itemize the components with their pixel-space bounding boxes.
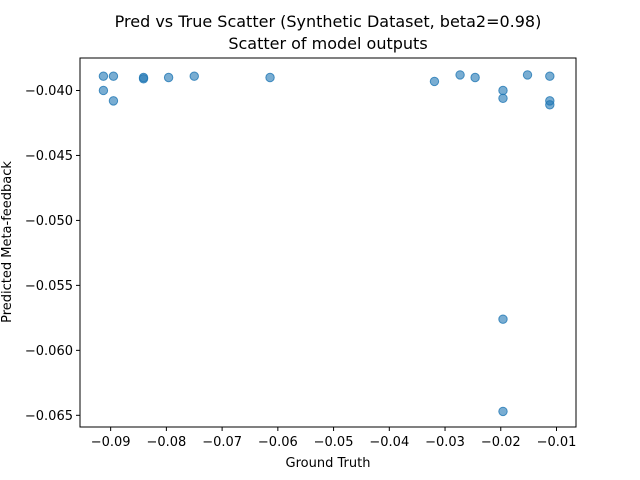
scatter-point-17	[545, 71, 555, 81]
x-tick-label: −0.07	[202, 435, 242, 450]
x-tick-label: −0.05	[314, 435, 354, 450]
scatter-point-11	[470, 72, 480, 83]
y-tick-label: −0.055	[25, 279, 73, 294]
scatter-point-13	[498, 93, 508, 103]
y-tick-label: −0.045	[25, 149, 73, 164]
chart-title: Pred vs True Scatter (Synthetic Dataset,…	[115, 12, 542, 31]
scatter-point-9	[429, 76, 440, 87]
scatter-point-0	[98, 71, 109, 81]
x-axis-ticks: −0.09 −0.08 −0.07 −0.06 −0.05 −0.04 −0.03 −0.02…	[91, 427, 577, 450]
x-tick-label: −0.03	[425, 435, 465, 450]
scatter-point-19	[545, 100, 555, 110]
scatter-point-1	[98, 85, 109, 96]
scatter-point-10	[455, 70, 465, 80]
x-tick-label: −0.06	[258, 435, 298, 450]
y-tick-label: −0.060	[25, 344, 73, 359]
y-axis-ticks: −0.040 −0.045 −0.050 −0.055 −0.060 −0.065	[25, 84, 80, 424]
y-tick-label: −0.065	[25, 409, 73, 424]
x-tick-label: −0.04	[369, 435, 409, 450]
x-tick-label: −0.02	[481, 435, 521, 450]
scatter-point-2	[108, 71, 119, 81]
y-tick-label: −0.040	[25, 84, 73, 99]
y-axis-label: Predicted Meta-feedback	[0, 161, 15, 323]
x-tick-label: −0.09	[91, 435, 131, 450]
scatter-point-6	[163, 72, 174, 83]
scatter-point-14	[498, 314, 508, 324]
scatter-point-15	[498, 406, 508, 417]
scatter-point-7	[189, 71, 199, 81]
x-tick-label: −0.01	[537, 435, 577, 450]
x-tick-label: −0.08	[146, 435, 186, 450]
scatter-point-12	[498, 85, 508, 96]
chart-subtitle: Scatter of model outputs	[228, 34, 427, 53]
y-tick-label: −0.050	[25, 214, 73, 229]
scatter-point-3	[108, 96, 119, 106]
scatter-point-16	[522, 70, 533, 80]
x-axis-label: Ground Truth	[286, 456, 371, 471]
data-points	[98, 70, 555, 417]
scatter-point-8	[265, 72, 275, 83]
scatter-point-5	[138, 74, 149, 84]
plot-frame	[79, 57, 577, 428]
